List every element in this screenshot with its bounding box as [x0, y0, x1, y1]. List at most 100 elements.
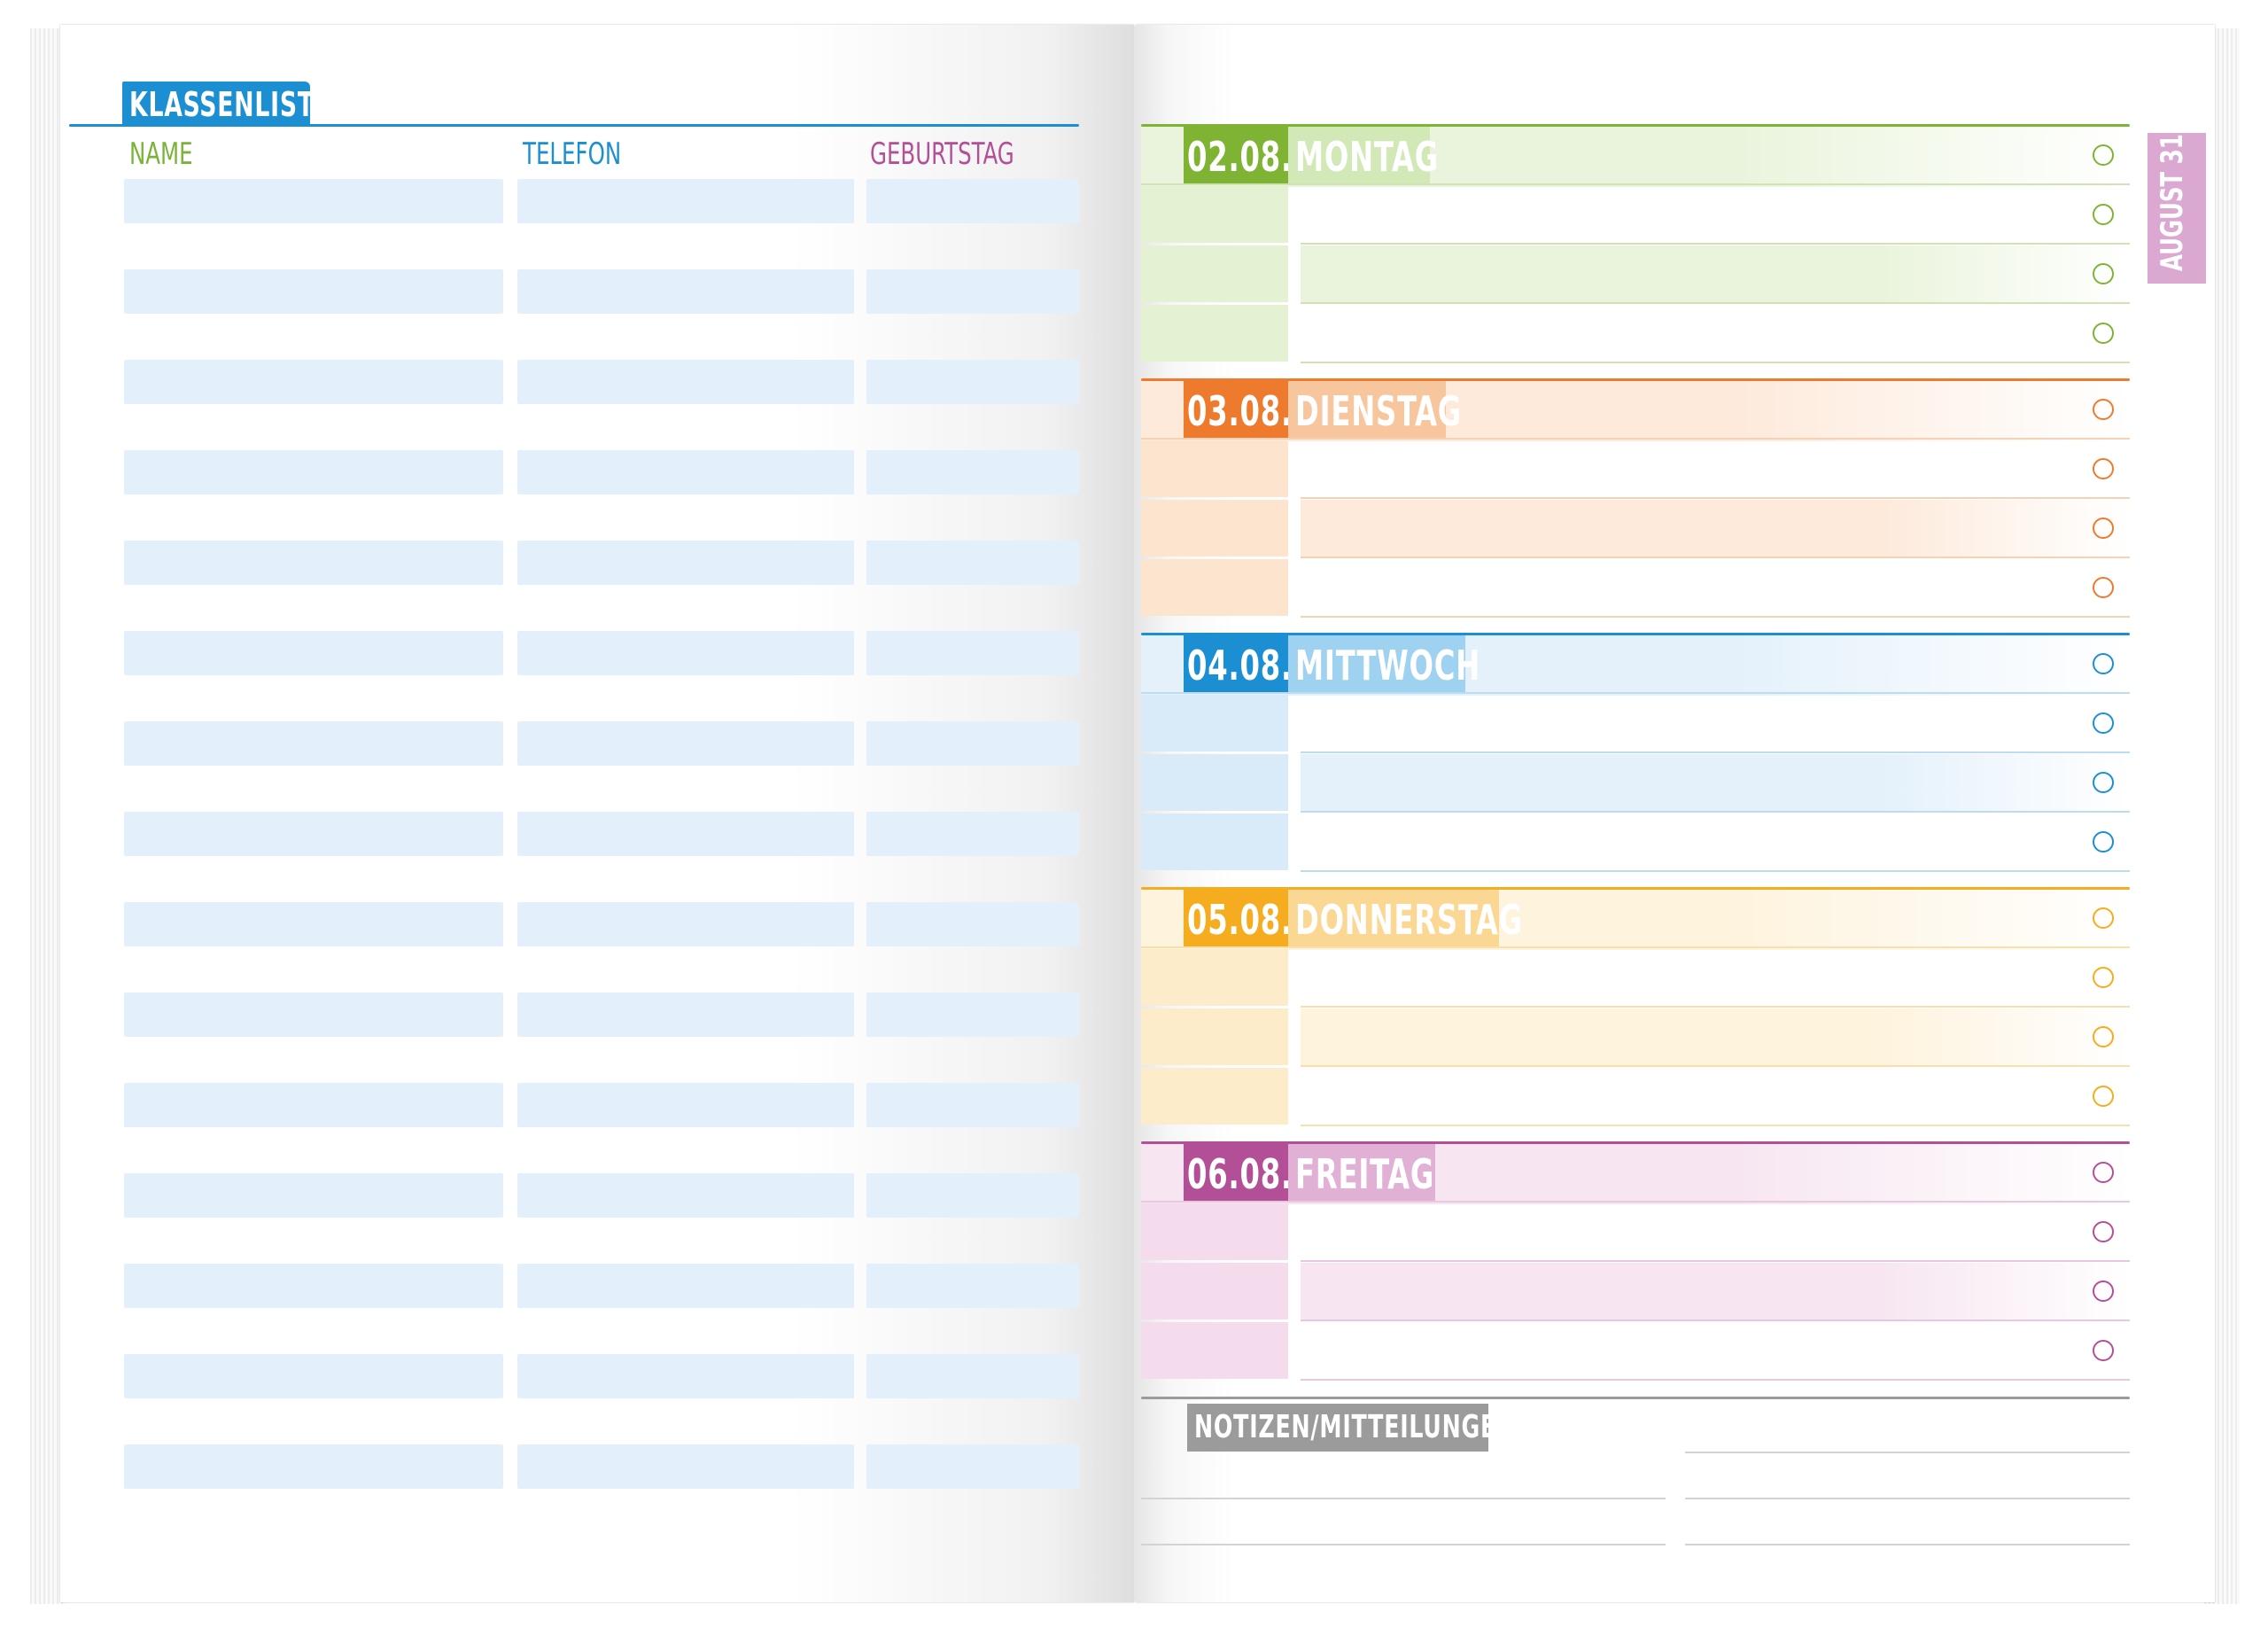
checkbox-circle[interactable] — [2093, 712, 2114, 734]
time-cell[interactable] — [1141, 186, 1288, 243]
telefon-field[interactable] — [517, 179, 854, 223]
geburtstag-field[interactable] — [866, 450, 1079, 494]
name-field[interactable] — [124, 541, 503, 585]
note-line[interactable] — [1141, 1498, 1666, 1499]
geburtstag-field[interactable] — [866, 269, 1079, 314]
entry-line-shaded[interactable] — [1301, 500, 2130, 557]
checkbox-circle[interactable] — [2093, 399, 2114, 420]
telefon-field[interactable] — [517, 1083, 854, 1127]
name-field[interactable] — [124, 812, 503, 856]
name-field[interactable] — [124, 1083, 503, 1127]
geburtstag-field[interactable] — [866, 1264, 1079, 1308]
checkbox-circle[interactable] — [2093, 323, 2114, 344]
name-field[interactable] — [124, 993, 503, 1037]
entry-line[interactable] — [1301, 870, 2130, 872]
geburtstag-field[interactable] — [866, 721, 1079, 766]
checkbox-circle[interactable] — [2093, 907, 2114, 929]
entry-line-shaded[interactable] — [1301, 754, 2130, 811]
time-cell[interactable] — [1141, 1068, 1288, 1125]
entry-line[interactable] — [1301, 751, 2130, 753]
time-cell[interactable] — [1141, 500, 1288, 557]
checkbox-circle[interactable] — [2093, 653, 2114, 674]
entry-line[interactable] — [1301, 1379, 2130, 1381]
note-line[interactable] — [1685, 1544, 2130, 1545]
time-cell[interactable] — [1141, 754, 1288, 811]
geburtstag-field[interactable] — [866, 1444, 1079, 1489]
checkbox-circle[interactable] — [2093, 1340, 2114, 1361]
time-cell[interactable] — [1141, 305, 1288, 362]
checkbox-circle[interactable] — [2093, 518, 2114, 539]
entry-line-shaded[interactable] — [1301, 1008, 2130, 1065]
time-cell[interactable] — [1141, 1263, 1288, 1320]
entry-line[interactable] — [1141, 692, 2130, 694]
entry-line[interactable] — [1301, 811, 2130, 813]
checkbox-circle[interactable] — [2093, 1086, 2114, 1107]
entry-line[interactable] — [1301, 302, 2130, 304]
entry-line[interactable] — [1141, 183, 2130, 185]
note-line[interactable] — [1141, 1544, 1666, 1545]
name-field[interactable] — [124, 902, 503, 946]
entry-line-shaded[interactable] — [1301, 1263, 2130, 1320]
telefon-field[interactable] — [517, 450, 854, 494]
note-line[interactable] — [1685, 1452, 2130, 1453]
time-cell[interactable] — [1141, 1008, 1288, 1065]
telefon-field[interactable] — [517, 541, 854, 585]
name-field[interactable] — [124, 1444, 503, 1489]
name-field[interactable] — [124, 450, 503, 494]
checkbox-circle[interactable] — [2093, 1281, 2114, 1302]
geburtstag-field[interactable] — [866, 812, 1079, 856]
entry-line[interactable] — [1301, 557, 2130, 558]
telefon-field[interactable] — [517, 360, 854, 404]
telefon-field[interactable] — [517, 812, 854, 856]
checkbox-circle[interactable] — [2093, 458, 2114, 479]
telefon-field[interactable] — [517, 1354, 854, 1398]
time-cell[interactable] — [1141, 559, 1288, 616]
entry-line[interactable] — [1301, 1006, 2130, 1008]
name-field[interactable] — [124, 1264, 503, 1308]
entry-line[interactable] — [1301, 1065, 2130, 1067]
entry-line[interactable] — [1141, 1201, 2130, 1203]
entry-line[interactable] — [1301, 497, 2130, 499]
entry-line[interactable] — [1301, 616, 2130, 618]
geburtstag-field[interactable] — [866, 1354, 1079, 1398]
time-cell[interactable] — [1141, 1322, 1288, 1379]
checkbox-circle[interactable] — [2093, 1026, 2114, 1047]
name-field[interactable] — [124, 1354, 503, 1398]
telefon-field[interactable] — [517, 269, 854, 314]
entry-line[interactable] — [1141, 946, 2130, 948]
geburtstag-field[interactable] — [866, 1083, 1079, 1127]
telefon-field[interactable] — [517, 721, 854, 766]
name-field[interactable] — [124, 179, 503, 223]
time-cell[interactable] — [1141, 440, 1288, 497]
telefon-field[interactable] — [517, 1264, 854, 1308]
entry-line-shaded[interactable] — [1301, 245, 2130, 302]
checkbox-circle[interactable] — [2093, 1162, 2114, 1183]
geburtstag-field[interactable] — [866, 1173, 1079, 1218]
checkbox-circle[interactable] — [2093, 831, 2114, 852]
checkbox-circle[interactable] — [2093, 577, 2114, 598]
time-cell[interactable] — [1141, 1203, 1288, 1260]
geburtstag-field[interactable] — [866, 179, 1079, 223]
entry-line[interactable] — [1141, 438, 2130, 440]
note-line[interactable] — [1685, 1498, 2130, 1499]
name-field[interactable] — [124, 1173, 503, 1218]
time-cell[interactable] — [1141, 949, 1288, 1006]
checkbox-circle[interactable] — [2093, 1221, 2114, 1242]
geburtstag-field[interactable] — [866, 902, 1079, 946]
entry-line[interactable] — [1301, 362, 2130, 363]
telefon-field[interactable] — [517, 1444, 854, 1489]
entry-line[interactable] — [1301, 1260, 2130, 1262]
time-cell[interactable] — [1141, 695, 1288, 751]
time-cell[interactable] — [1141, 245, 1288, 302]
time-cell[interactable] — [1141, 814, 1288, 870]
checkbox-circle[interactable] — [2093, 263, 2114, 284]
geburtstag-field[interactable] — [866, 993, 1079, 1037]
telefon-field[interactable] — [517, 993, 854, 1037]
telefon-field[interactable] — [517, 902, 854, 946]
geburtstag-field[interactable] — [866, 360, 1079, 404]
entry-line[interactable] — [1301, 243, 2130, 245]
checkbox-circle[interactable] — [2093, 772, 2114, 793]
geburtstag-field[interactable] — [866, 631, 1079, 675]
telefon-field[interactable] — [517, 631, 854, 675]
entry-line[interactable] — [1301, 1320, 2130, 1321]
